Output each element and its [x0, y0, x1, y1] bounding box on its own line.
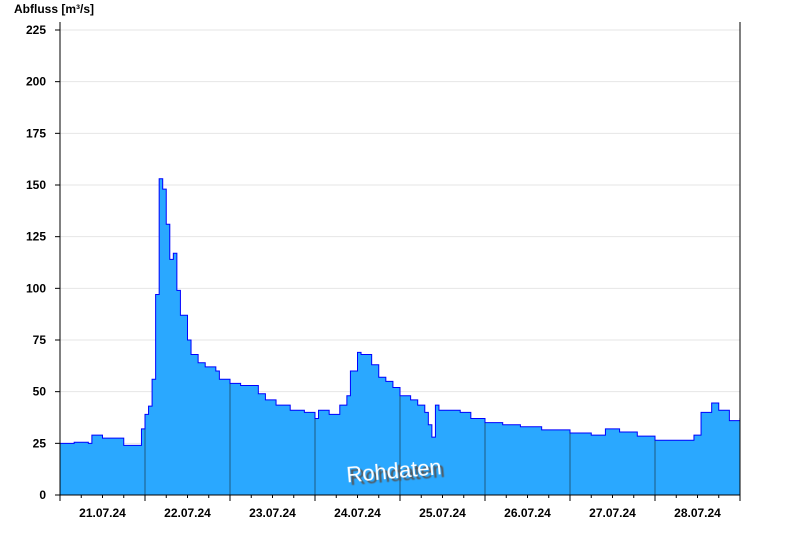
y-axis-label: Abfluss [m³/s] [14, 2, 94, 16]
y-tick-label: 0 [39, 488, 46, 502]
x-tick-label: 23.07.24 [249, 506, 296, 520]
y-tick-label: 75 [33, 333, 47, 347]
y-tick-label: 200 [26, 75, 46, 89]
discharge-line [60, 178, 741, 446]
y-tick-label: 100 [26, 281, 46, 295]
x-tick-label: 22.07.24 [164, 506, 211, 520]
y-tick-label: 225 [26, 23, 46, 37]
x-tick-label: 21.07.24 [79, 506, 126, 520]
x-tick-label: 28.07.24 [674, 506, 721, 520]
y-tick-label: 25 [33, 436, 47, 450]
y-tick-label: 150 [26, 178, 46, 192]
x-tick-label: 26.07.24 [504, 506, 551, 520]
x-tick-label: 24.07.24 [334, 506, 381, 520]
y-tick-label: 175 [26, 126, 46, 140]
y-tick-label: 125 [26, 230, 46, 244]
x-tick-label: 27.07.24 [589, 506, 636, 520]
y-tick-label: 50 [33, 385, 47, 399]
x-tick-label: 25.07.24 [419, 506, 466, 520]
